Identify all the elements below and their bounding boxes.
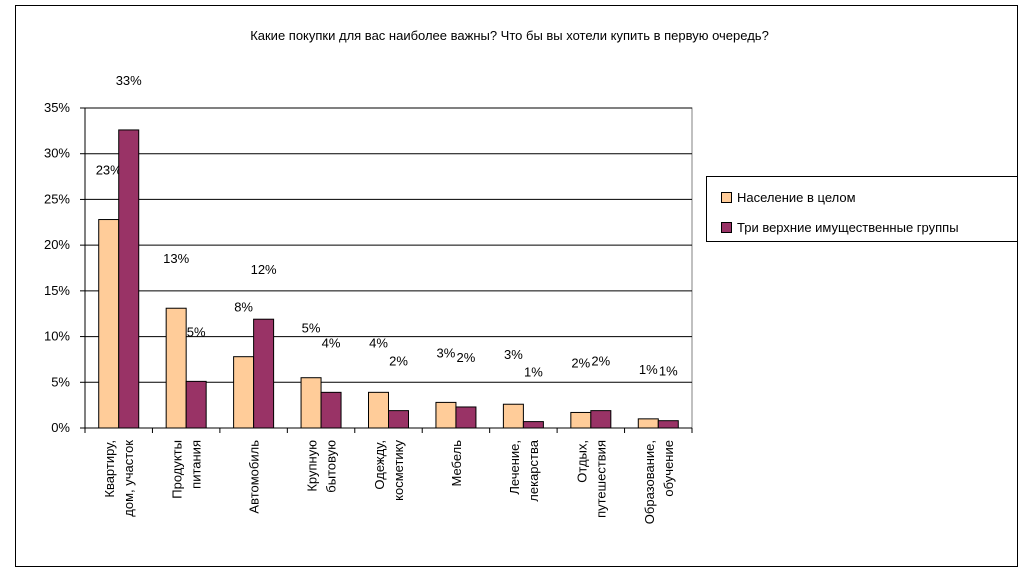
bar-population	[368, 391, 389, 429]
data-label-population: 23%	[96, 163, 122, 178]
legend-swatch-population	[721, 191, 732, 203]
bar-top-groups	[657, 420, 679, 429]
y-tick-label: 30%	[44, 146, 70, 161]
x-category-label: косметику	[391, 440, 406, 501]
legend: Население в целом Три верхние имуществен…	[706, 176, 1018, 242]
legend-label-top-groups: Три верхние имущественные группы	[737, 219, 959, 235]
x-category-label: лекарства	[526, 439, 541, 501]
y-tick-label: 0%	[51, 420, 70, 435]
bar-population	[98, 219, 120, 429]
bar-top-groups	[253, 318, 275, 429]
bar-population	[435, 401, 457, 429]
bar-top-groups	[455, 406, 477, 429]
data-label-top-groups: 33%	[116, 73, 142, 88]
x-category-label: дом, участок	[121, 440, 136, 517]
y-tick-label: 10%	[44, 329, 70, 344]
data-label-population: 3%	[437, 345, 456, 360]
bar-top-groups	[118, 129, 140, 429]
x-category-label: питания	[189, 440, 204, 489]
x-category-label: обучение	[661, 440, 676, 497]
data-label-population: 8%	[234, 300, 253, 315]
y-tick-label: 15%	[44, 283, 70, 298]
x-category-label: Квартиру,	[102, 440, 117, 498]
x-category-label: Лечение,	[507, 440, 522, 495]
y-tick-label: 25%	[44, 191, 70, 206]
bar-top-groups	[590, 410, 612, 429]
legend-item-top-groups: Три верхние имущественные группы	[721, 219, 959, 235]
data-label-top-groups: 1%	[524, 365, 543, 380]
bar-population	[637, 418, 659, 429]
x-category-label: Образование,	[642, 440, 657, 524]
bar-population	[502, 403, 524, 429]
chart-title: Какие покупки для вас наиболее важны? Чт…	[250, 28, 769, 43]
x-category-label: Автомобиль	[247, 440, 262, 514]
bar-top-groups	[522, 421, 544, 429]
bar-population	[233, 356, 255, 429]
bar-top-groups	[320, 391, 342, 429]
legend-item-population: Население в целом	[721, 189, 856, 205]
data-label-population: 2%	[571, 355, 590, 370]
data-label-top-groups: 12%	[251, 262, 277, 277]
x-category-label: Одежду,	[372, 440, 387, 490]
bar-population	[165, 307, 187, 429]
data-label-top-groups: 5%	[187, 324, 206, 339]
legend-label-population: Население в целом	[737, 189, 856, 205]
x-category-label: Отдых,	[574, 440, 589, 483]
x-category-label: Продукты	[170, 440, 185, 499]
data-label-top-groups: 1%	[659, 364, 678, 379]
x-category-label: бытовую	[324, 440, 339, 493]
x-category-label: Мебель	[449, 440, 464, 487]
bar-population	[300, 377, 322, 429]
y-tick-label: 35%	[44, 100, 70, 115]
y-tick-label: 20%	[44, 237, 70, 252]
y-tick-label: 5%	[51, 374, 70, 389]
data-label-population: 4%	[369, 335, 388, 350]
data-label-population: 3%	[504, 347, 523, 362]
data-label-population: 5%	[302, 321, 321, 336]
data-label-top-groups: 2%	[457, 350, 476, 365]
data-label-population: 13%	[163, 251, 189, 266]
bar-top-groups	[185, 380, 207, 429]
bar-top-groups	[388, 410, 409, 429]
x-category-label: путешествия	[593, 440, 608, 518]
data-label-top-groups: 2%	[591, 354, 610, 369]
bar-population	[570, 411, 592, 429]
legend-swatch-top-groups	[721, 221, 732, 233]
data-label-population: 1%	[639, 362, 658, 377]
data-label-top-groups: 4%	[322, 335, 341, 350]
data-label-top-groups: 2%	[389, 354, 408, 369]
x-category-label: Крупную	[305, 440, 320, 492]
